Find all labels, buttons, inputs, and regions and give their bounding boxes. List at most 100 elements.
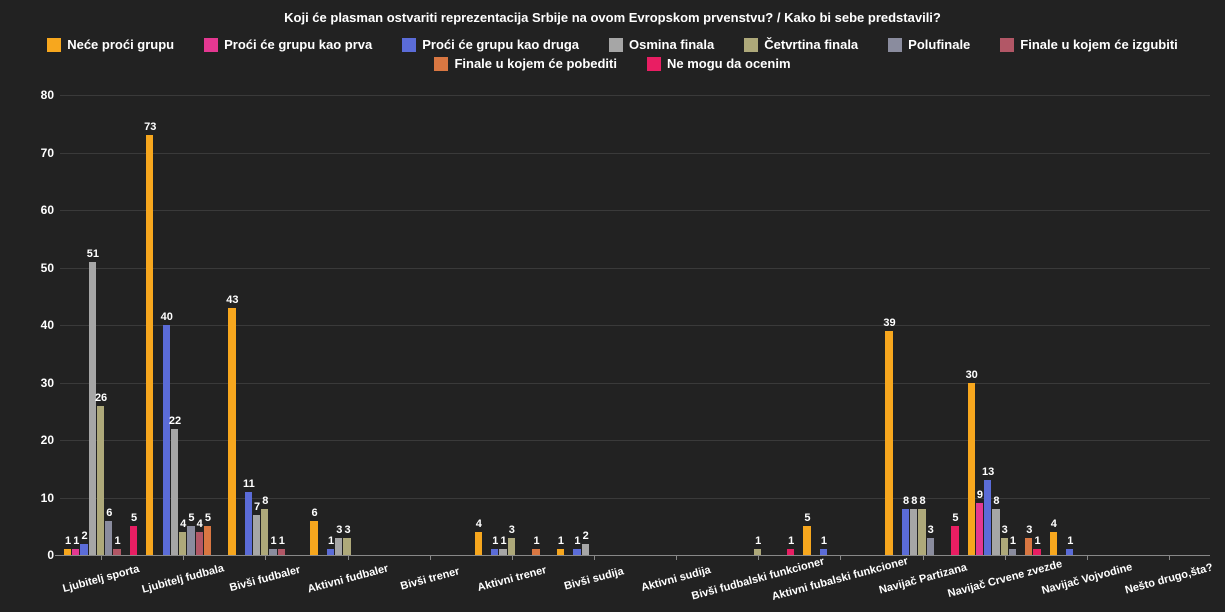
bar[interactable]: [64, 549, 71, 555]
gridline: [60, 153, 1210, 154]
bar[interactable]: [803, 526, 810, 555]
bar[interactable]: [1050, 532, 1057, 555]
bar-value-label: 8: [262, 495, 268, 507]
x-axis: [55, 555, 1210, 556]
legend-item[interactable]: Finale u kojem će pobediti: [434, 54, 617, 73]
x-tick-label: Bivši sudija: [563, 565, 625, 592]
legend-swatch: [609, 38, 623, 52]
x-tick-label: Aktivni trener: [476, 564, 548, 594]
bar[interactable]: [984, 480, 991, 555]
bar-value-label: 1: [1067, 535, 1073, 547]
y-tick-label: 30: [30, 376, 54, 390]
bar[interactable]: [80, 544, 87, 556]
legend-item[interactable]: Finale u kojem će izgubiti: [1000, 35, 1177, 54]
bar[interactable]: [130, 526, 137, 555]
bar[interactable]: [72, 549, 79, 555]
x-tick-label: Ljubitelj fudbala: [141, 562, 226, 595]
x-tick: [758, 555, 759, 560]
bar[interactable]: [310, 521, 317, 556]
bar[interactable]: [327, 549, 334, 555]
x-tick-label: Aktivni fudbaler: [306, 562, 389, 595]
x-tick: [512, 555, 513, 560]
x-tick: [923, 555, 924, 560]
bar[interactable]: [187, 526, 194, 555]
legend-label: Polufinale: [908, 37, 970, 52]
bar[interactable]: [787, 549, 794, 555]
legend-label: Finale u kojem će pobediti: [454, 56, 617, 71]
bar[interactable]: [820, 549, 827, 555]
y-tick-label: 10: [30, 491, 54, 505]
legend-item[interactable]: Proći će grupu kao druga: [402, 35, 579, 54]
legend-label: Osmina finala: [629, 37, 714, 52]
legend-label: Proći će grupu kao druga: [422, 37, 579, 52]
legend-swatch: [647, 57, 661, 71]
bar[interactable]: [278, 549, 285, 555]
bar-value-label: 1: [1035, 535, 1041, 547]
bar[interactable]: [976, 503, 983, 555]
legend-item[interactable]: Polufinale: [888, 35, 970, 54]
bar[interactable]: [269, 549, 276, 555]
bar[interactable]: [171, 429, 178, 556]
bar[interactable]: [204, 526, 211, 555]
bar[interactable]: [885, 331, 892, 555]
bar[interactable]: [1033, 549, 1040, 555]
bar[interactable]: [196, 532, 203, 555]
bar[interactable]: [491, 549, 498, 555]
bar[interactable]: [89, 262, 96, 555]
bar[interactable]: [245, 492, 252, 555]
bar[interactable]: [475, 532, 482, 555]
bar[interactable]: [163, 325, 170, 555]
bar-value-label: 1: [533, 535, 539, 547]
bar[interactable]: [499, 549, 506, 555]
bar[interactable]: [951, 526, 958, 555]
bar-value-label: 1: [279, 535, 285, 547]
bar[interactable]: [532, 549, 539, 555]
legend-item[interactable]: Četvrtina finala: [744, 35, 858, 54]
bar[interactable]: [927, 538, 934, 555]
bar-value-label: 3: [509, 524, 515, 536]
bar[interactable]: [992, 509, 999, 555]
bar[interactable]: [910, 509, 917, 555]
bar-value-label: 39: [883, 317, 895, 329]
bar[interactable]: [1001, 538, 1008, 555]
bar[interactable]: [253, 515, 260, 555]
gridline: [60, 95, 1210, 96]
bar-value-label: 40: [161, 311, 173, 323]
bar[interactable]: [968, 383, 975, 556]
bar-value-label: 3: [1026, 524, 1032, 536]
bar-value-label: 2: [583, 530, 589, 542]
bar-value-label: 5: [952, 512, 958, 524]
bar[interactable]: [146, 135, 153, 555]
bar-value-label: 8: [911, 495, 917, 507]
legend-item[interactable]: Ne mogu da ocenim: [647, 54, 791, 73]
x-tick: [101, 555, 102, 560]
bar[interactable]: [261, 509, 268, 555]
bar[interactable]: [335, 538, 342, 555]
bar[interactable]: [1025, 538, 1032, 555]
bar[interactable]: [918, 509, 925, 555]
bar[interactable]: [179, 532, 186, 555]
bar[interactable]: [573, 549, 580, 555]
bar[interactable]: [343, 538, 350, 555]
bar[interactable]: [902, 509, 909, 555]
bar[interactable]: [557, 549, 564, 555]
bar[interactable]: [1066, 549, 1073, 555]
bar[interactable]: [1009, 549, 1016, 555]
y-tick-label: 60: [30, 203, 54, 217]
bar[interactable]: [97, 406, 104, 556]
bar[interactable]: [582, 544, 589, 556]
legend-swatch: [744, 38, 758, 52]
bar[interactable]: [228, 308, 235, 555]
bar[interactable]: [754, 549, 761, 555]
bar-value-label: 9: [977, 489, 983, 501]
legend-item[interactable]: Proći će grupu kao prva: [204, 35, 372, 54]
y-tick-label: 40: [30, 318, 54, 332]
bar-value-label: 51: [87, 248, 99, 260]
bar[interactable]: [508, 538, 515, 555]
bar-value-label: 1: [821, 535, 827, 547]
legend-item[interactable]: Osmina finala: [609, 35, 714, 54]
bar[interactable]: [113, 549, 120, 555]
x-tick-label: Ljubitelj sporta: [61, 563, 140, 595]
legend-item[interactable]: Neće proći grupu: [47, 35, 174, 54]
bar[interactable]: [105, 521, 112, 556]
